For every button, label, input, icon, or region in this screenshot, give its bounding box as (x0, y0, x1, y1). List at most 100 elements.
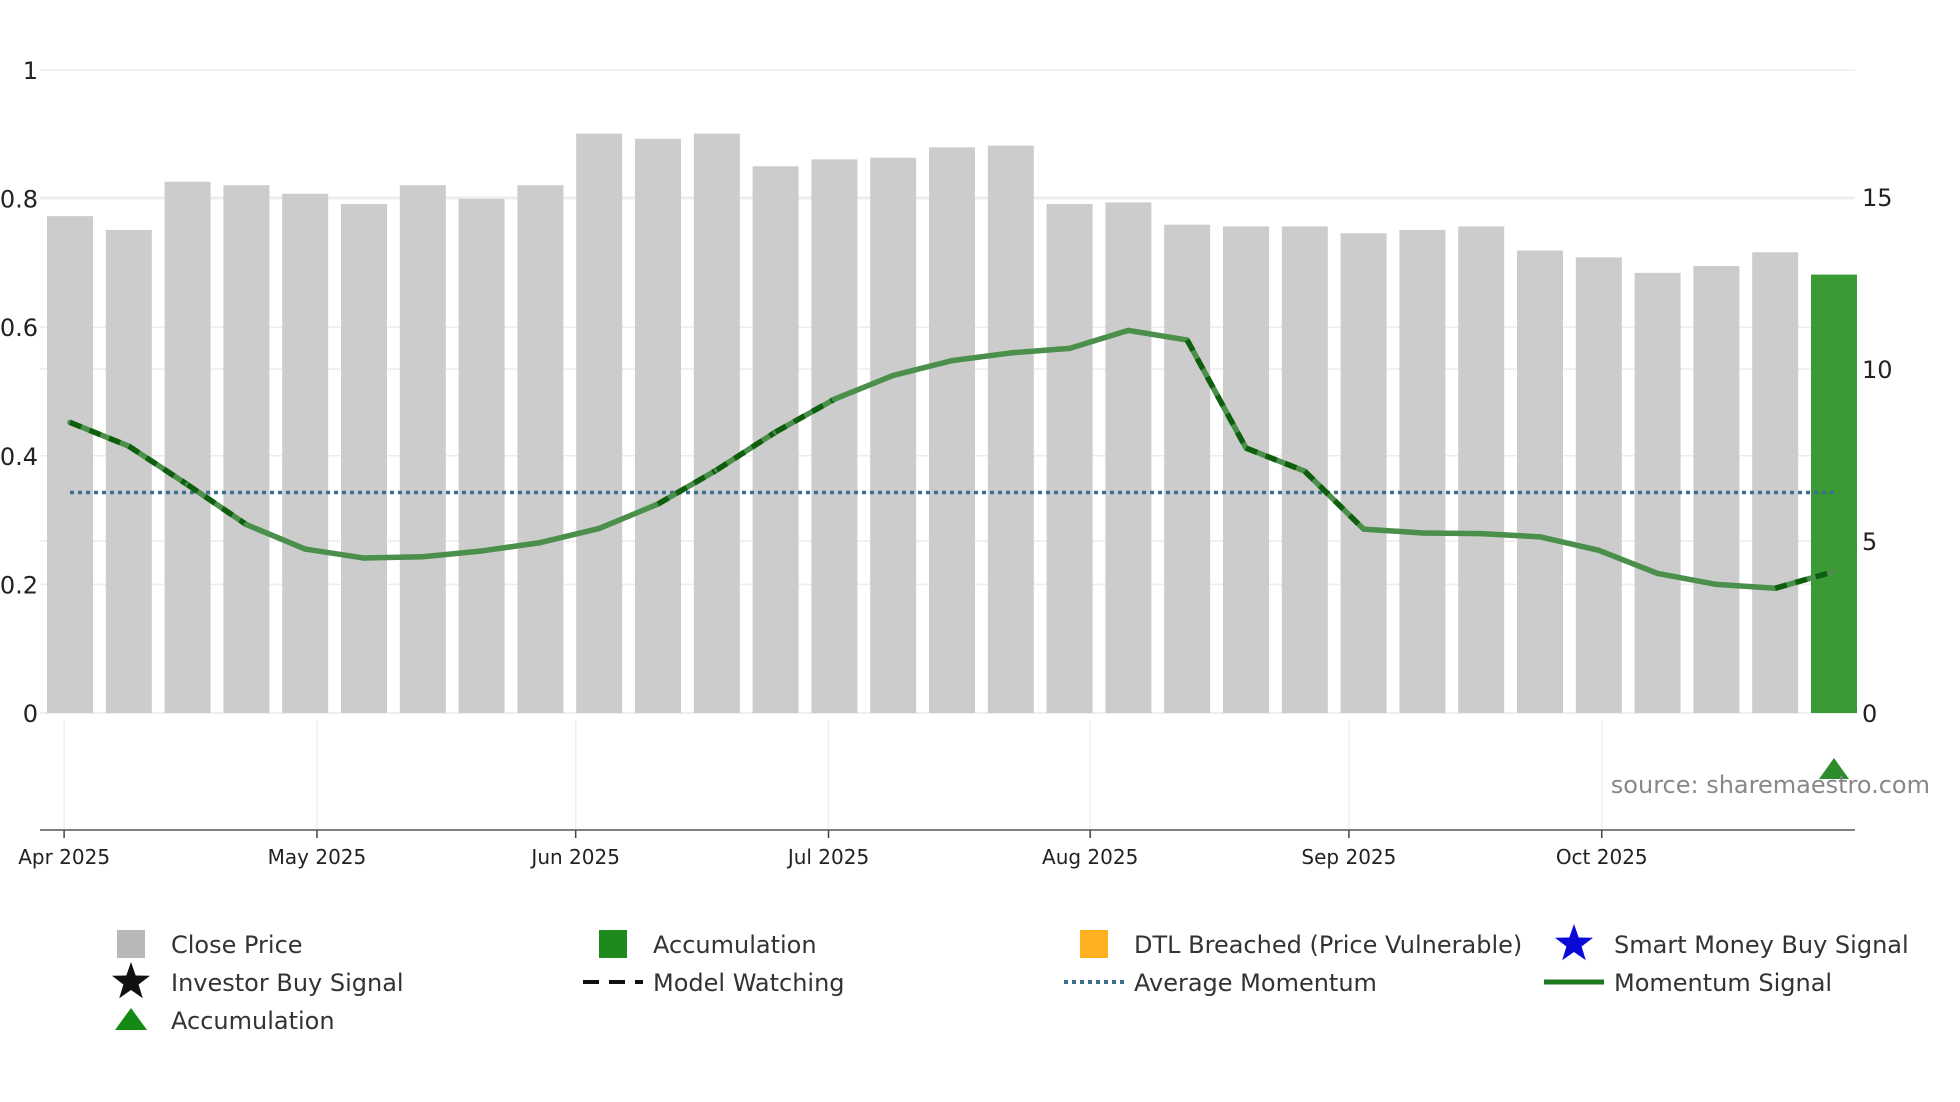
close-price-bar (1164, 224, 1211, 714)
legend-item-momentum: Momentum Signal (1544, 969, 1832, 997)
momentum-segment (537, 525, 602, 546)
left-tick-label: 0 (23, 700, 38, 728)
legend-label: Investor Buy Signal (171, 969, 404, 997)
momentum-segment (596, 501, 661, 532)
close-price-bar (870, 157, 917, 713)
momentum-segment (1537, 534, 1602, 554)
momentum-segment (1419, 530, 1484, 537)
star-icon (1555, 924, 1593, 961)
momentum-segment (949, 350, 1014, 364)
legend-item-investor: Investor Buy Signal (112, 962, 404, 999)
legend-label: Model Watching (653, 969, 845, 997)
legend-item-avg: Average Momentum (1064, 969, 1377, 997)
source-label: source: sharemaestro.com (1611, 771, 1930, 799)
close-price-bar (576, 133, 623, 713)
momentum-line-layer (67, 327, 1837, 592)
close-price-bar (929, 147, 975, 713)
left-tick-label: 0.2 (0, 571, 38, 599)
momentum-segment (890, 357, 955, 379)
close-price-bar (1517, 250, 1563, 713)
momentum-segment (1008, 345, 1073, 356)
legend-item-accum: Accumulation (599, 930, 817, 959)
right-tick-label: 10 (1862, 356, 1893, 384)
close-price-bar (458, 198, 505, 713)
x-tick-label: Apr 2025 (18, 845, 110, 869)
legend-item-smart: Smart Money Buy Signal (1555, 924, 1909, 961)
close-price-bar (341, 204, 387, 713)
x-tick-label: Jun 2025 (529, 845, 620, 869)
square-icon (117, 930, 145, 958)
momentum-segment (1360, 526, 1426, 536)
momentum-segment (302, 546, 367, 561)
close-price-bar (1223, 226, 1269, 713)
left-tick-label: 0.6 (0, 314, 38, 342)
close-price-bar (1752, 252, 1799, 713)
close-price-bar (693, 133, 740, 713)
x-tick-label: Jul 2025 (786, 845, 869, 869)
right-tick-label: 0 (1862, 700, 1877, 728)
close-price-bar (399, 185, 446, 714)
legend-label: Close Price (171, 931, 303, 959)
momentum-segment (1713, 581, 1778, 592)
legend-label: Smart Money Buy Signal (1614, 931, 1909, 959)
legend-item-accum-tri: Accumulation (115, 1007, 335, 1035)
legend-label: Accumulation (653, 931, 817, 959)
momentum-segment (1654, 570, 1720, 588)
close-price-bar (164, 181, 211, 713)
close-price-bar (223, 185, 270, 714)
x-tick-label: May 2025 (268, 845, 367, 869)
legend-item-watch: Model Watching (583, 969, 845, 997)
close-price-bar (1693, 265, 1740, 713)
right-tick-label: 5 (1862, 528, 1877, 556)
square-icon (1080, 930, 1108, 958)
model-watching-segment (68, 419, 130, 449)
triangle-icon (115, 1008, 147, 1030)
legend-label: Accumulation (171, 1007, 335, 1035)
close-price-bar (1105, 202, 1152, 713)
model-watching-segment (774, 396, 836, 435)
momentum-segment (1125, 327, 1190, 343)
close-price-bar (1458, 226, 1505, 713)
marker-layer (1819, 758, 1849, 779)
left-tick-label: 1 (23, 57, 38, 85)
model-watching-segment (715, 429, 778, 473)
star-icon (112, 962, 150, 999)
close-price-bar (105, 229, 152, 713)
x-tick-label: Aug 2025 (1042, 845, 1138, 869)
momentum-segment (1596, 547, 1661, 577)
legend: Close Price Accumulation DTL Breached (Pri… (112, 924, 1909, 1035)
right-tick-label: 15 (1862, 184, 1893, 212)
legend-label: Momentum Signal (1614, 969, 1832, 997)
close-price-bar (517, 185, 564, 714)
legend-label: DTL Breached (Price Vulnerable) (1134, 931, 1522, 959)
momentum-segment (1184, 337, 1249, 451)
left-tick-label: 0.8 (0, 186, 38, 214)
close-price-bar (282, 193, 329, 713)
momentum-segment (361, 554, 426, 561)
legend-label: Average Momentum (1134, 969, 1377, 997)
model-watching-segment (127, 443, 190, 488)
model-watching-segment (186, 482, 248, 527)
momentum-segment (1478, 530, 1543, 540)
momentum-segment (420, 548, 485, 560)
square-icon (599, 930, 627, 958)
momentum-segment (1066, 327, 1132, 352)
momentum-segment (478, 539, 544, 554)
model-watching-segment (1774, 568, 1835, 591)
legend-item-dtl: DTL Breached (Price Vulnerable) (1080, 930, 1522, 959)
close-price-bar (1575, 257, 1622, 713)
model-watching-segment (656, 467, 719, 507)
accumulation-triangle-icon (1819, 758, 1849, 779)
momentum-segment (243, 521, 308, 552)
legend-item-close: Close Price (117, 930, 303, 959)
x-tick-label: Sep 2025 (1301, 845, 1396, 869)
close-price-bar (987, 145, 1034, 713)
close-price-bar (1340, 233, 1387, 714)
close-price-bar (1046, 204, 1093, 713)
close-price-bar (47, 216, 93, 714)
model-watching-segment (1244, 445, 1306, 474)
close-price-bar (1399, 229, 1446, 713)
bars-layer (47, 133, 1857, 714)
